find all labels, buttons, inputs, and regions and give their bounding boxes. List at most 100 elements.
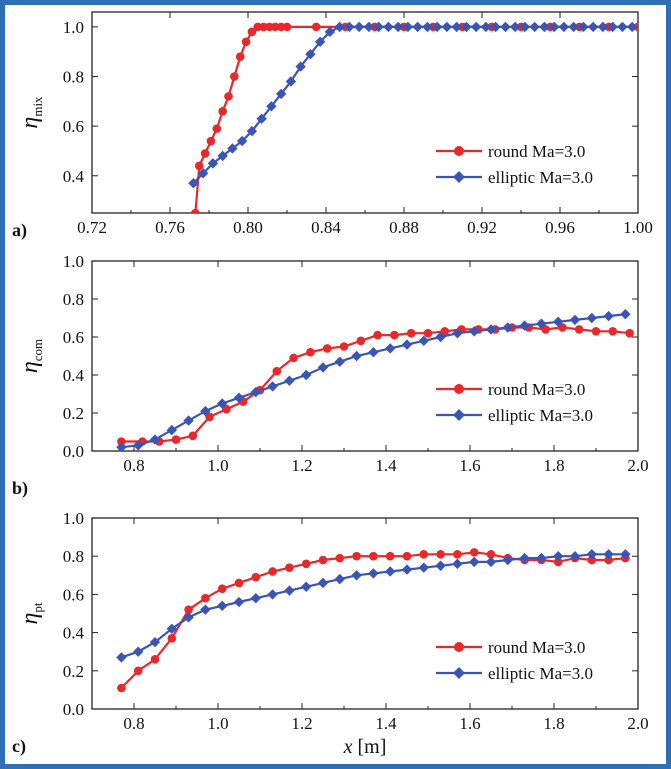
data-point: [385, 566, 396, 577]
x-tick-label: 0.8: [123, 714, 144, 733]
data-point: [586, 312, 597, 324]
data-point: [236, 135, 248, 147]
data-point: [183, 415, 194, 426]
data-point: [469, 556, 480, 568]
data-point: [233, 596, 245, 608]
data-point: [431, 21, 443, 33]
data-point: [183, 612, 194, 623]
data-point: [116, 442, 127, 451]
data-point: [334, 21, 345, 33]
x-tick-label: 1.0: [207, 714, 228, 733]
data-point: [217, 584, 227, 593]
data-point: [435, 560, 446, 571]
data-point: [212, 124, 222, 133]
data-point: [441, 21, 453, 33]
data-point: [241, 37, 251, 47]
data-point: [423, 328, 433, 338]
legend-label: round Ma=3.0: [488, 142, 585, 161]
data-point: [451, 21, 462, 33]
legend-marker: [453, 171, 465, 183]
data-point: [402, 21, 414, 33]
legend-marker: [453, 409, 465, 421]
x-tick-label: 1.8: [543, 456, 564, 475]
data-point: [272, 366, 282, 376]
data-point: [591, 327, 601, 336]
data-point: [401, 564, 413, 575]
legend-marker: [454, 384, 464, 394]
data-point: [335, 553, 345, 563]
y-tick-label: 0.8: [63, 547, 84, 566]
data-point: [620, 309, 631, 320]
y-tick-label: 0.2: [63, 662, 84, 681]
data-point: [412, 21, 423, 33]
data-point: [461, 21, 472, 33]
data-point: [568, 21, 579, 33]
data-point: [251, 572, 261, 582]
data-point: [314, 36, 326, 47]
data-point: [422, 21, 433, 33]
x-tick-label: 1.00: [623, 218, 653, 237]
y-axis-label: ηcom: [17, 339, 45, 373]
data-point: [233, 392, 245, 403]
panel-label: b): [12, 478, 28, 499]
data-point: [194, 161, 204, 171]
data-point: [480, 21, 492, 33]
data-point: [587, 555, 597, 565]
data-point: [317, 577, 329, 589]
data-point: [553, 551, 564, 562]
data-point: [205, 412, 214, 422]
data-point: [392, 21, 404, 33]
data-point: [184, 605, 193, 614]
data-point: [306, 347, 315, 357]
y-axis-label-subscript: pt: [30, 602, 45, 613]
data-point: [301, 369, 312, 381]
legend-label: elliptic Ma=3.0: [488, 664, 593, 683]
data-point: [197, 168, 209, 179]
data-point: [334, 356, 345, 367]
y-axis-label-subscript: com: [30, 339, 45, 361]
y-tick-label: 1.0: [63, 252, 84, 271]
data-point: [617, 21, 628, 33]
data-point: [490, 21, 501, 33]
x-tick-label: 2.0: [627, 714, 648, 733]
chart-panel-b: 0.8 1.0 1.2 1.4 1.6 1.8 2.0 0.0 0.2 0.4 0.6 0.8 1.0 η…: [12, 252, 649, 499]
data-point: [305, 48, 316, 60]
data-point: [267, 589, 278, 600]
y-tick-label: 0.2: [63, 404, 84, 423]
data-point: [317, 362, 329, 373]
data-point: [578, 21, 589, 33]
data-point: [368, 568, 379, 579]
data-point: [607, 21, 618, 33]
legend-entry: round Ma=3.0: [436, 638, 585, 657]
data-point: [301, 559, 311, 569]
data-point: [574, 325, 584, 334]
data-point: [436, 549, 445, 559]
y-tick-label: 0.0: [63, 442, 84, 461]
data-point: [324, 26, 336, 38]
data-point: [385, 551, 395, 561]
x-tick-label: 1.4: [375, 456, 397, 475]
legend-label: round Ma=3.0: [488, 380, 585, 399]
data-point: [222, 404, 231, 414]
data-point: [301, 581, 312, 592]
data-point: [275, 88, 287, 100]
data-point: [250, 593, 261, 604]
data-point: [282, 22, 292, 32]
data-point: [285, 563, 294, 572]
x-tick-label: 1.2: [291, 714, 312, 733]
data-point: [469, 326, 480, 337]
data-point: [247, 27, 257, 37]
x-axis-label-unit: [m]: [353, 736, 387, 758]
data-point: [285, 76, 297, 87]
data-point: [553, 557, 563, 567]
data-point: [166, 424, 177, 436]
data-point: [166, 623, 177, 634]
data-point: [529, 21, 540, 33]
series-elliptic: [116, 309, 631, 451]
data-point: [401, 339, 413, 350]
x-tick-label: 0.72: [77, 218, 107, 237]
data-point: [587, 21, 599, 33]
chart-panel-c: 0.8 1.0 1.2 1.4 1.6 1.8 2.0 0.0 0.2 0.4 0.6 0.8 1.0 η…: [12, 509, 649, 758]
series-elliptic: [188, 21, 638, 189]
data-point: [519, 21, 531, 33]
